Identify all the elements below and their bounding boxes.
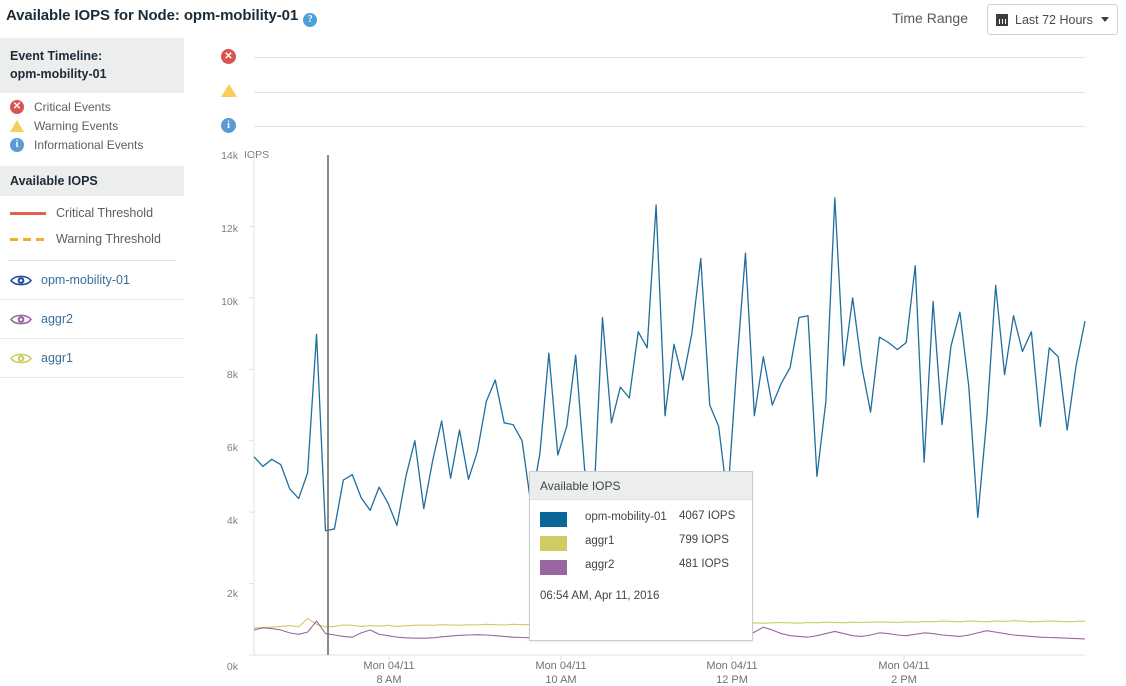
- x-tick-marks: [388, 655, 905, 660]
- legend-warning-events[interactable]: Warning Events: [0, 116, 184, 135]
- event-timeline-title: Event Timeline:: [10, 49, 103, 63]
- y-tick-marks: [249, 154, 254, 656]
- tooltip-value-opm-mobility-01: 4067 IOPS: [679, 510, 736, 522]
- warning-threshold-line-swatch: [10, 237, 46, 241]
- tooltip-swatch-aggr1: [540, 536, 567, 551]
- x-tick-label-4: Mon 04/11 2 PM: [878, 660, 930, 686]
- chart-area: ✕ i IOPS 14k 12k 10k 8k 6k 4k 2k 0k: [184, 38, 1126, 686]
- legend-informational-events-label: Informational Events: [34, 137, 144, 152]
- eye-icon: [10, 353, 32, 363]
- y-tick-8k: 8k: [226, 369, 238, 381]
- calendar-icon: [996, 13, 1008, 26]
- sidebar-divider: [8, 260, 176, 261]
- y-tick-14k: 14k: [221, 150, 238, 162]
- y-axis-unit: IOPS: [244, 149, 270, 161]
- series-line-opm-mobility-01: [253, 197, 1086, 532]
- tooltip-swatch-aggr2: [540, 560, 567, 575]
- iops-line-plot[interactable]: [184, 38, 1126, 686]
- x-tick-label-2: Mon 04/11 10 AM: [535, 660, 587, 686]
- legend-warning-events-label: Warning Events: [34, 118, 119, 133]
- x-tick-label-1: Mon 04/11 8 AM: [363, 660, 415, 686]
- legend-informational-events[interactable]: i Informational Events: [0, 135, 184, 154]
- tooltip-title: Available IOPS: [530, 472, 752, 500]
- tooltip-name-aggr2: aggr2: [585, 559, 615, 571]
- series-label-opm-mobility-01: opm-mobility-01: [41, 273, 130, 287]
- eye-icon: [10, 314, 32, 324]
- y-tick-10k: 10k: [221, 296, 238, 308]
- info-icon: i: [10, 137, 24, 152]
- tooltip-timestamp: 06:54 AM, Apr 11, 2016: [540, 590, 660, 602]
- eye-icon: [10, 275, 32, 285]
- legend-critical-events[interactable]: ✕ Critical Events: [0, 97, 184, 116]
- y-tick-12k: 12k: [221, 223, 238, 235]
- series-label-aggr1: aggr1: [41, 351, 73, 365]
- legend-critical-events-label: Critical Events: [34, 99, 111, 114]
- tooltip-body: opm-mobility-01 4067 IOPS aggr1 799 IOPS…: [530, 500, 752, 602]
- y-tick-4k: 4k: [226, 515, 238, 527]
- page-title: Available IOPS for Node: opm-mobility-01…: [6, 7, 318, 27]
- legend-warning-threshold[interactable]: Warning Threshold: [0, 226, 184, 252]
- warning-lane-line: [254, 92, 1085, 93]
- tooltip-name-aggr1: aggr1: [585, 535, 615, 547]
- series-toggle-opm-mobility-01[interactable]: opm-mobility-01: [0, 261, 184, 300]
- chart-legend-sidebar: Event Timeline: opm-mobility-01 ✕ Critic…: [0, 38, 184, 378]
- event-timeline-lanes: ✕ i: [184, 38, 1126, 148]
- tooltip-row: aggr1 799 IOPS: [530, 532, 752, 556]
- info-icon[interactable]: i: [221, 118, 236, 133]
- critical-lane-line: [254, 57, 1085, 58]
- chart-tooltip: Available IOPS opm-mobility-01 4067 IOPS…: [529, 471, 753, 641]
- warning-threshold-label: Warning Threshold: [56, 232, 161, 246]
- critical-threshold-line-swatch: [10, 211, 46, 215]
- time-range-label: Time Range: [892, 10, 968, 26]
- critical-icon: ✕: [10, 99, 24, 114]
- tooltip-value-aggr1: 799 IOPS: [679, 534, 729, 546]
- warning-icon: [10, 120, 24, 132]
- event-timeline-node: opm-mobility-01: [10, 67, 107, 81]
- tooltip-swatch-opm-mobility-01: [540, 512, 567, 527]
- warning-icon[interactable]: [221, 84, 237, 97]
- critical-icon[interactable]: ✕: [221, 49, 236, 64]
- time-range-dropdown[interactable]: Last 72 Hours: [987, 4, 1118, 35]
- tooltip-name-opm-mobility-01: opm-mobility-01: [585, 511, 667, 523]
- y-tick-6k: 6k: [226, 442, 238, 454]
- y-tick-0k: 0k: [226, 661, 238, 673]
- info-lane-line: [254, 126, 1085, 127]
- x-tick-label-3: Mon 04/11 12 PM: [706, 660, 758, 686]
- page-title-text: Available IOPS for Node: opm-mobility-01: [6, 7, 299, 24]
- available-iops-section-title: Available IOPS: [0, 166, 184, 196]
- time-range-value: Last 72 Hours: [1015, 12, 1093, 27]
- tooltip-row: aggr2 481 IOPS: [530, 556, 752, 580]
- tooltip-value-aggr2: 481 IOPS: [679, 558, 729, 570]
- help-icon[interactable]: ?: [303, 13, 318, 27]
- event-timeline-header: Event Timeline: opm-mobility-01: [0, 38, 184, 93]
- y-tick-2k: 2k: [226, 588, 238, 600]
- series-toggle-aggr1[interactable]: aggr1: [0, 339, 184, 378]
- critical-threshold-label: Critical Threshold: [56, 206, 154, 220]
- legend-critical-threshold[interactable]: Critical Threshold: [0, 200, 184, 226]
- tooltip-row: opm-mobility-01 4067 IOPS: [530, 508, 752, 532]
- chevron-down-icon: [1101, 17, 1109, 22]
- series-label-aggr2: aggr2: [41, 312, 73, 326]
- series-toggle-aggr2[interactable]: aggr2: [0, 300, 184, 339]
